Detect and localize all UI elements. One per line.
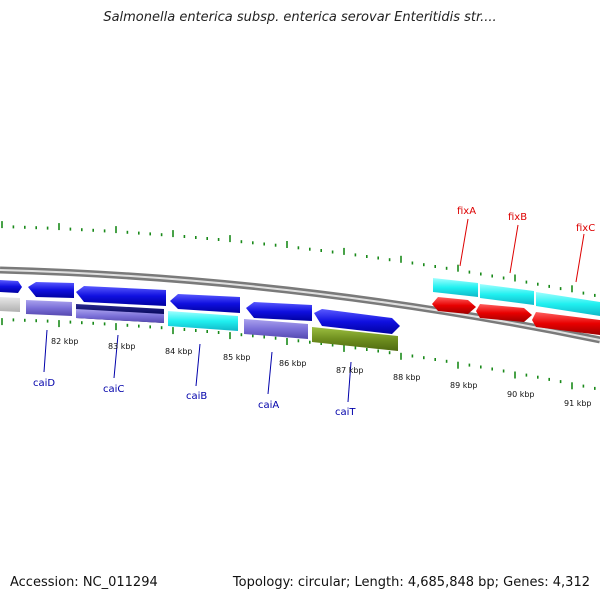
lower-tick-ruler (1, 318, 596, 390)
scale-label: 84 kbp (165, 347, 193, 356)
scale-label: 89 kbp (450, 381, 478, 390)
gene-caiA-upper[interactable] (246, 302, 312, 321)
reverse-strand-genes (0, 297, 600, 351)
gene-fixC[interactable] (532, 312, 600, 335)
gene-fixA-upper[interactable] (433, 278, 478, 297)
gene-caiD[interactable] (26, 300, 72, 316)
gene-label-fixC[interactable]: fixC (576, 223, 595, 234)
gene-label-caiD[interactable]: caiD (33, 378, 55, 389)
scale-label: 90 kbp (507, 390, 535, 399)
gene-fixB-upper[interactable] (480, 284, 534, 305)
gene-caiT-upper[interactable] (314, 309, 400, 334)
gene-label-caiC[interactable]: caiC (103, 384, 124, 395)
scale-labels: 82 kbp 83 kbp 84 kbp 85 kbp 86 kbp 87 kb… (51, 337, 592, 408)
scale-label: 91 kbp (564, 399, 592, 408)
scale-label: 87 kbp (336, 366, 364, 375)
scale-label: 82 kbp (51, 337, 79, 346)
gene-caiB[interactable] (168, 311, 238, 331)
gene-label-fixB[interactable]: fixB (508, 212, 527, 223)
gene-caiC-upper[interactable] (76, 286, 166, 306)
scale-label: 86 kbp (279, 359, 307, 368)
gene-fixB[interactable] (476, 304, 532, 322)
gene-blue-1[interactable] (28, 282, 74, 298)
gene-fixC-upper[interactable] (536, 292, 600, 316)
gene-fixA[interactable] (432, 297, 476, 314)
gene-caiC-lower[interactable] (76, 309, 164, 323)
forward-strand-genes (0, 278, 600, 334)
gene-label-caiT[interactable]: caiT (335, 407, 356, 418)
gene-caiB-upper[interactable] (170, 294, 240, 313)
gene-caiT[interactable] (312, 327, 398, 351)
gene-gray-partial[interactable] (0, 280, 22, 293)
gene-gray[interactable] (0, 297, 20, 312)
gene-label-caiB[interactable]: caiB (186, 391, 207, 402)
gene-caiA[interactable] (244, 319, 308, 339)
gene-label-caiA[interactable]: caiA (258, 400, 279, 411)
genome-summary-text: Topology: circular; Length: 4,685,848 bp… (232, 575, 590, 590)
genome-title: Salmonella enterica subsp. enterica sero… (103, 10, 497, 25)
gene-label-fixA[interactable]: fixA (457, 206, 476, 217)
upper-tick-ruler (1, 221, 596, 297)
genome-backbone (0, 266, 600, 344)
scale-label: 85 kbp (223, 353, 251, 362)
scale-label: 83 kbp (108, 342, 136, 351)
scale-label: 88 kbp (393, 373, 421, 382)
accession-text: Accession: NC_011294 (10, 575, 158, 590)
gene-labels: caiD caiC caiB caiA caiT fixA fixB fixC (33, 206, 595, 418)
